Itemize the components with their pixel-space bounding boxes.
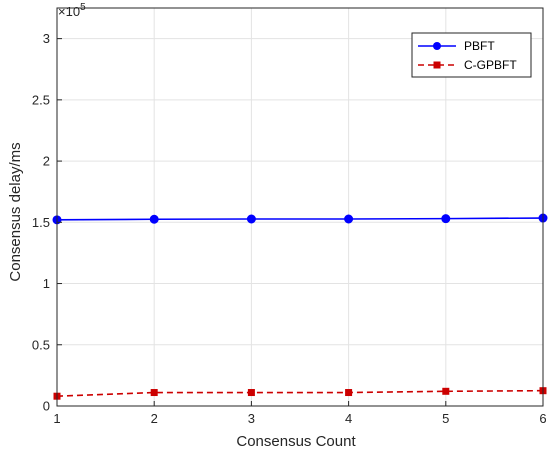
y-tick-label: 3 — [43, 31, 50, 46]
y-tick-label: 2 — [43, 154, 50, 169]
data-point — [247, 389, 255, 397]
y-multiplier-exponent: 5 — [80, 2, 86, 13]
legend-label: C-GPBFT — [464, 58, 517, 72]
series-line — [56, 389, 544, 398]
legend-box — [411, 32, 532, 78]
legend-marker — [433, 42, 441, 50]
data-point — [344, 214, 354, 224]
y-tick-label: 0 — [43, 399, 50, 414]
data-point — [150, 389, 158, 397]
y-axis-ticks: 0 0.5 1 1.5 2 2.5 3 — [32, 31, 62, 414]
data-point — [442, 387, 450, 395]
legend-marker — [433, 61, 441, 69]
y-tick-label: 1 — [43, 276, 50, 291]
y-multiplier-base: ×10 — [58, 4, 80, 19]
x-tick-label: 2 — [151, 411, 158, 426]
legend-label: PBFT — [464, 39, 495, 53]
x-tick-label: 5 — [442, 411, 449, 426]
plot-frame — [56, 7, 544, 407]
x-tick-label: 1 — [53, 411, 60, 426]
data-point — [441, 214, 451, 224]
y-multiplier: ×105 — [58, 2, 86, 19]
series-line — [56, 217, 544, 221]
y-tick-label: 0.5 — [32, 337, 50, 352]
x-axis-ticks: 1 2 3 4 5 6 — [53, 401, 547, 426]
x-tick-label: 3 — [248, 411, 255, 426]
grid — [56, 8, 544, 407]
y-tick-label: 2.5 — [32, 92, 50, 107]
x-tick-label: 4 — [345, 411, 352, 426]
data-point — [149, 214, 159, 224]
x-axis-label: Consensus Count — [236, 433, 356, 450]
data-point — [246, 214, 256, 224]
y-tick-label: 1.5 — [32, 215, 50, 230]
y-axis-label: Consensus delay/ms — [7, 142, 24, 281]
x-tick-label: 6 — [539, 411, 546, 426]
legend: PBFT C-GPBFT — [411, 32, 532, 78]
data-point — [345, 389, 353, 397]
